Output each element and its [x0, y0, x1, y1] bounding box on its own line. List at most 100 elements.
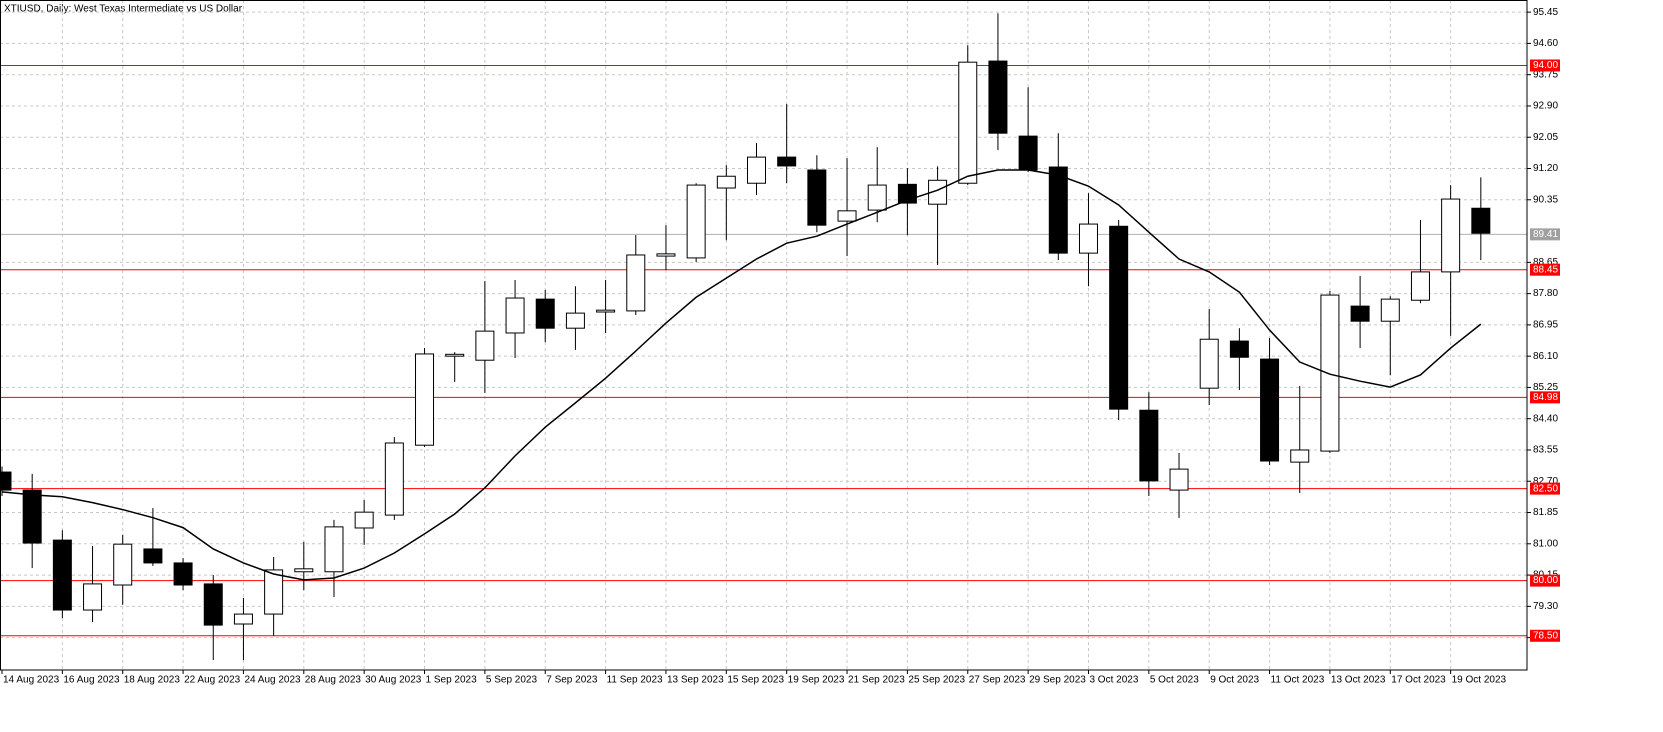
- candle-body: [1169, 468, 1189, 491]
- candle-body: [143, 548, 163, 564]
- x-tick-label: 15 Sep 2023: [727, 675, 784, 686]
- candle-body: [505, 297, 525, 334]
- x-tick-label: 1 Sep 2023: [426, 675, 478, 686]
- candle-body: [415, 353, 435, 446]
- candle-body: [867, 184, 887, 211]
- x-tick-label: 24 Aug 2023: [244, 675, 301, 686]
- x-tick-label: 7 Sep 2023: [546, 675, 598, 686]
- x-tick-label: 18 Aug 2023: [124, 675, 181, 686]
- level-label-box: [1530, 574, 1560, 587]
- level-label: 88.45: [1533, 264, 1558, 275]
- x-tick-label: 3 Oct 2023: [1089, 675, 1138, 686]
- candle-body: [113, 543, 133, 586]
- candle-body: [1229, 340, 1249, 358]
- candle-body: [1199, 338, 1219, 389]
- candle-body: [1380, 298, 1400, 322]
- candle-body: [958, 61, 978, 184]
- candle-body: [686, 184, 706, 259]
- plot-frame: [0, 0, 1528, 671]
- x-tick-label: 22 Aug 2023: [184, 675, 241, 686]
- candle-body: [807, 169, 827, 226]
- candle-body: [1048, 166, 1068, 254]
- y-tick-label: 82.70: [1533, 476, 1558, 487]
- y-tick-label: 93.75: [1533, 69, 1558, 80]
- level-label: 84.98: [1533, 392, 1558, 403]
- y-tick-label: 95.45: [1533, 7, 1558, 18]
- y-tick-label: 83.55: [1533, 445, 1558, 456]
- candle-body: [747, 156, 766, 184]
- candle-body: [233, 613, 253, 625]
- candle-body: [203, 583, 223, 626]
- candle-body: [596, 309, 616, 313]
- moving-average-line: [1, 169, 1482, 581]
- candle-body: [354, 511, 374, 529]
- candle-body: [656, 253, 676, 257]
- x-tick-label: 19 Oct 2023: [1452, 675, 1507, 686]
- level-label: 94.00: [1533, 60, 1558, 71]
- chart-title: XTIUSD, Daily: West Texas Intermediate v…: [4, 4, 243, 15]
- y-tick-label: 81.00: [1533, 538, 1558, 549]
- x-tick-label: 19 Sep 2023: [788, 675, 845, 686]
- x-tick-label: 29 Sep 2023: [1029, 675, 1086, 686]
- x-tick-label: 27 Sep 2023: [969, 675, 1026, 686]
- x-tick-label: 13 Oct 2023: [1331, 675, 1386, 686]
- y-tick-label: 90.35: [1533, 194, 1558, 205]
- candle-body: [264, 569, 284, 615]
- x-tick-label: 13 Sep 2023: [667, 675, 724, 686]
- candle-body: [1290, 449, 1310, 463]
- candle-body: [384, 442, 404, 516]
- candle-body: [1018, 135, 1038, 171]
- candle-body: [1260, 358, 1280, 462]
- y-tick-label: 92.90: [1533, 101, 1558, 112]
- candle-body: [324, 526, 344, 573]
- y-tick-label: 86.10: [1533, 351, 1558, 362]
- candle-body: [173, 562, 193, 586]
- candle-body: [0, 471, 12, 491]
- candle-body: [988, 60, 1008, 134]
- y-tick-label: 87.80: [1533, 288, 1558, 299]
- x-tick-label: 14 Aug 2023: [3, 675, 60, 686]
- x-tick-label: 5 Oct 2023: [1150, 675, 1199, 686]
- candle-body: [1471, 207, 1491, 234]
- candle-body: [928, 179, 948, 205]
- candle-body: [52, 539, 72, 611]
- y-tick-label: 88.65: [1533, 257, 1558, 268]
- y-tick-label: 92.05: [1533, 132, 1558, 143]
- candle-body: [83, 583, 103, 611]
- y-tick-label: 81.85: [1533, 507, 1558, 518]
- candle-body: [1350, 305, 1370, 322]
- last-price-box: [1530, 228, 1560, 241]
- candle-body: [837, 210, 857, 222]
- x-tick-label: 17 Oct 2023: [1391, 675, 1446, 686]
- x-tick-label: 11 Oct 2023: [1271, 675, 1325, 686]
- candle-body: [445, 353, 465, 357]
- y-tick-label: 79.30: [1533, 601, 1558, 612]
- candle-body: [475, 330, 495, 361]
- candle-body: [565, 312, 585, 329]
- level-label-box: [1530, 391, 1560, 404]
- level-label: 82.50: [1533, 483, 1558, 494]
- candle-body: [294, 568, 314, 573]
- candle-body: [626, 254, 646, 312]
- x-tick-label: 30 Aug 2023: [365, 675, 422, 686]
- level-label: 78.50: [1533, 630, 1558, 641]
- level-label-box: [1530, 629, 1560, 642]
- last-price-label: 89.41: [1533, 229, 1558, 240]
- x-tick-label: 16 Aug 2023: [63, 675, 120, 686]
- x-tick-label: 28 Aug 2023: [305, 675, 362, 686]
- candle-body: [1410, 271, 1430, 301]
- level-label: 80.00: [1533, 575, 1558, 586]
- candle-body: [22, 489, 42, 544]
- y-tick-label: 94.60: [1533, 38, 1558, 49]
- level-label-box: [1530, 263, 1560, 276]
- x-tick-label: 9 Oct 2023: [1210, 675, 1259, 686]
- candle-body: [1109, 225, 1129, 410]
- candle-body: [716, 175, 736, 189]
- candle-body: [777, 156, 797, 167]
- level-label-box: [1530, 59, 1560, 72]
- candle-body: [535, 298, 555, 329]
- candle-body: [1078, 223, 1098, 254]
- y-tick-label: 86.95: [1533, 320, 1558, 331]
- candle-body: [1139, 409, 1159, 482]
